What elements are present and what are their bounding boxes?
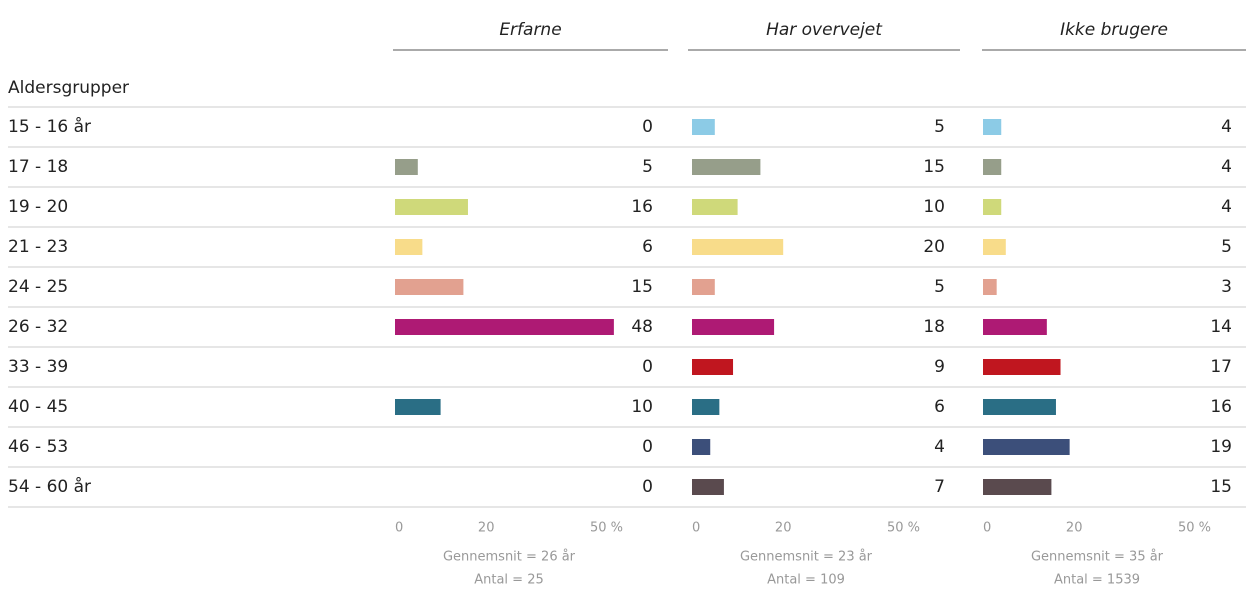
note: Gennemsnit = 35 år [1031,550,1164,565]
row-label: 40 - 45 [8,397,68,417]
value-label: 9 [934,357,945,377]
bar [692,399,720,415]
bar [983,359,1061,375]
x-tick-label: 20 [775,521,792,536]
value-label: 5 [642,157,653,177]
bar [692,159,761,175]
bar [983,479,1052,495]
bar [395,159,418,175]
panel-title: Har overvejet [766,20,883,40]
bar [692,359,734,375]
bar [692,319,775,335]
bar [983,159,1002,175]
bar [395,239,423,255]
bar [983,119,1002,135]
value-label: 15 [923,157,945,177]
bar [983,439,1070,455]
value-label: 17 [1210,357,1232,377]
x-tick-label: 20 [1066,521,1083,536]
row-label: 17 - 18 [8,157,68,177]
x-tick-label: 0 [692,521,700,536]
value-label: 5 [1221,237,1232,257]
note: Antal = 25 [474,573,544,588]
row-label: 21 - 23 [8,237,68,257]
value-label: 0 [642,357,653,377]
x-tick-label: 50 % [887,521,920,536]
value-label: 10 [631,397,653,417]
value-label: 0 [642,437,653,457]
x-tick-label: 50 % [590,521,623,536]
value-label: 16 [631,197,653,217]
value-label: 0 [642,117,653,137]
row-label: 33 - 39 [8,357,68,377]
bar [692,439,711,455]
value-label: 4 [1221,197,1232,217]
panel-title: Ikke brugere [1060,20,1168,40]
value-label: 4 [934,437,945,457]
row-label: 46 - 53 [8,437,68,457]
bar [692,479,724,495]
value-label: 15 [631,277,653,297]
note: Gennemsnit = 26 år [443,550,576,565]
row-header: Aldersgrupper [8,78,129,98]
x-tick-label: 0 [983,521,991,536]
panel-title: Erfarne [499,20,561,40]
bar [692,239,784,255]
x-tick-label: 50 % [1178,521,1211,536]
row-label: 26 - 32 [8,317,68,337]
value-label: 4 [1221,117,1232,137]
bar [983,239,1006,255]
bar [983,199,1002,215]
row-label: 15 - 16 år [8,116,91,137]
bar [395,319,614,335]
bar [692,199,738,215]
value-label: 19 [1210,437,1232,457]
note: Gennemsnit = 23 år [740,550,873,565]
value-label: 5 [934,277,945,297]
note: Antal = 1539 [1054,573,1140,588]
row-label: 19 - 20 [8,197,68,217]
x-tick-label: 20 [478,521,495,536]
value-label: 7 [934,477,945,497]
x-tick-label: 0 [395,521,403,536]
bar [983,279,997,295]
value-label: 14 [1210,317,1232,337]
bar [395,399,441,415]
bar [395,199,468,215]
bar [983,399,1056,415]
value-label: 6 [642,237,653,257]
value-label: 10 [923,197,945,217]
row-label: 24 - 25 [8,277,68,297]
bar [692,119,715,135]
value-label: 6 [934,397,945,417]
value-label: 4 [1221,157,1232,177]
bar [395,279,464,295]
bar [983,319,1047,335]
value-label: 48 [631,317,653,337]
value-label: 5 [934,117,945,137]
value-label: 3 [1221,277,1232,297]
bar [692,279,715,295]
note: Antal = 109 [767,573,845,588]
value-label: 20 [923,237,945,257]
value-label: 16 [1210,397,1232,417]
value-label: 0 [642,477,653,497]
value-label: 15 [1210,477,1232,497]
value-label: 18 [923,317,945,337]
row-label: 54 - 60 år [8,476,91,497]
